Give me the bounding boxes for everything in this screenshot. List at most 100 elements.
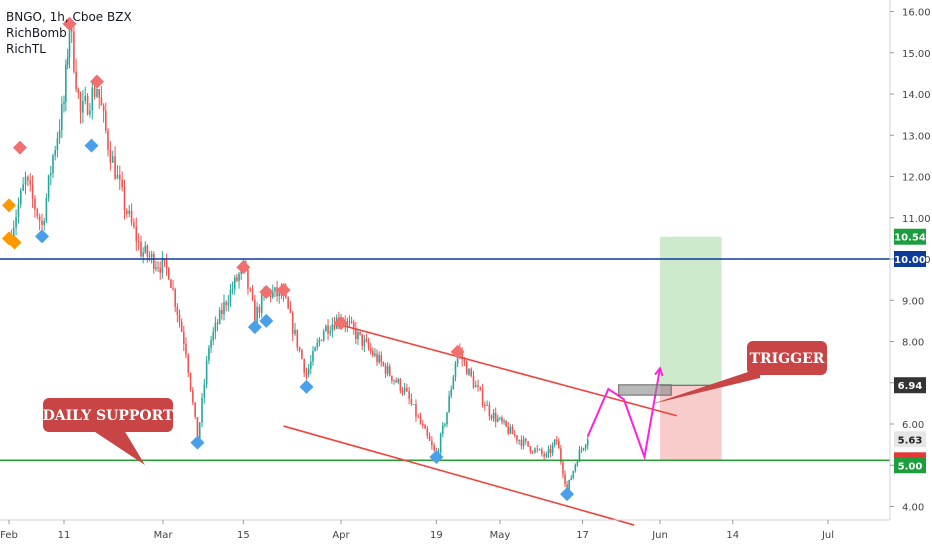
candle-body (144, 245, 147, 253)
candle-body (198, 422, 201, 443)
time-tick-label: Feb (0, 530, 18, 541)
candle-body (229, 289, 232, 303)
trigger-label-box (747, 341, 827, 375)
sell-signal-marker (62, 16, 77, 31)
candle-body (43, 220, 45, 225)
candle-body (29, 180, 32, 185)
candle-body (210, 340, 212, 348)
buy-signal-marker (560, 487, 575, 502)
buy-signal-marker (299, 379, 314, 394)
projection-arrowhead (654, 366, 664, 377)
candle-body (397, 379, 400, 383)
candle-body (38, 216, 41, 221)
candle-body (363, 339, 366, 346)
candle-body (178, 314, 181, 322)
candle-body (361, 334, 363, 346)
trigger-label-pointer (652, 368, 760, 404)
candle-body (249, 288, 252, 291)
candle-body (307, 368, 310, 375)
candle-body (15, 217, 17, 228)
candle-body (114, 156, 116, 179)
candle-body (314, 347, 316, 352)
candle-body (484, 404, 486, 407)
candle-body (192, 390, 194, 403)
indicator-richbomb[interactable]: RichBomb (6, 26, 67, 40)
candle-body (536, 448, 539, 450)
candle-body (31, 184, 34, 199)
candle-body (27, 176, 29, 181)
candle-body (499, 417, 501, 419)
candle-body (174, 289, 176, 307)
candle-body (170, 279, 172, 288)
candle-body (24, 176, 27, 185)
time-tick-label: 11 (58, 530, 71, 541)
candle-body (568, 479, 570, 490)
candle-body (185, 343, 187, 355)
candle-body (111, 156, 114, 163)
daily-support-label-pointer (92, 430, 145, 465)
indicator-richtl[interactable]: RichTL (6, 42, 46, 56)
buy-signal-marker (35, 229, 49, 244)
candle-body (116, 174, 119, 179)
price-tick-label: 11.00 (902, 214, 931, 225)
candle-body (140, 241, 142, 257)
candle-body (551, 444, 554, 453)
symbol-title: BNGO, 1h, Cboe BZX (6, 10, 132, 24)
candle-body (296, 329, 299, 348)
candle-body (494, 412, 497, 422)
candle-body (45, 197, 48, 221)
candle-body (189, 372, 192, 391)
buy-signal-marker (429, 450, 444, 464)
candle-body (196, 416, 199, 443)
candle-body (316, 342, 319, 348)
candle-body (388, 366, 391, 376)
candle-body (553, 439, 556, 445)
buy-signal-marker (259, 313, 274, 328)
candle-body (522, 438, 525, 446)
candle-body (580, 449, 583, 451)
candle-body (77, 89, 80, 94)
price-tick-label: 4.00 (902, 503, 924, 514)
candle-body (547, 449, 550, 454)
candle-body (214, 322, 217, 332)
price-tick-label: 12.00 (902, 173, 931, 184)
candle-body (492, 412, 495, 419)
candle-body (305, 372, 308, 375)
candle-body (511, 427, 514, 435)
candle-body (509, 427, 512, 434)
candle-body (541, 449, 543, 454)
candle-body (251, 290, 254, 300)
candle-body (121, 179, 123, 188)
candle-body (100, 97, 103, 106)
candle-body (65, 64, 67, 102)
candle-body (66, 56, 69, 65)
price-badge-label: 5.00 (898, 461, 923, 472)
candle-body (503, 420, 505, 422)
candle-body (572, 470, 575, 478)
candle-body (260, 294, 263, 313)
buy-signal-marker (84, 138, 99, 153)
candle-body (367, 341, 370, 349)
candle-body (331, 324, 334, 332)
candle-body (359, 331, 361, 335)
candle-body (312, 351, 314, 362)
sell-signal-marker (276, 282, 291, 297)
candle-body (278, 290, 281, 297)
candle-body (564, 474, 566, 485)
candle-body (208, 347, 210, 361)
candle-body (276, 287, 278, 297)
projection-path (586, 368, 661, 461)
candle-body (225, 302, 227, 306)
candle-body (84, 96, 87, 102)
candle-body (142, 252, 144, 257)
candle-body (47, 175, 50, 198)
price-badge-label: 10.54 (894, 233, 926, 244)
daily-support-label-text: DAILY SUPPORT (43, 408, 174, 424)
candle-body (520, 439, 523, 446)
candle-body (233, 277, 236, 289)
candle-body (258, 306, 261, 313)
candle-body (201, 397, 203, 423)
price-axis: 16.00 15.00 14.00 13.00 12.00 11.00 10.00 9.00 8… (889, 0, 931, 520)
